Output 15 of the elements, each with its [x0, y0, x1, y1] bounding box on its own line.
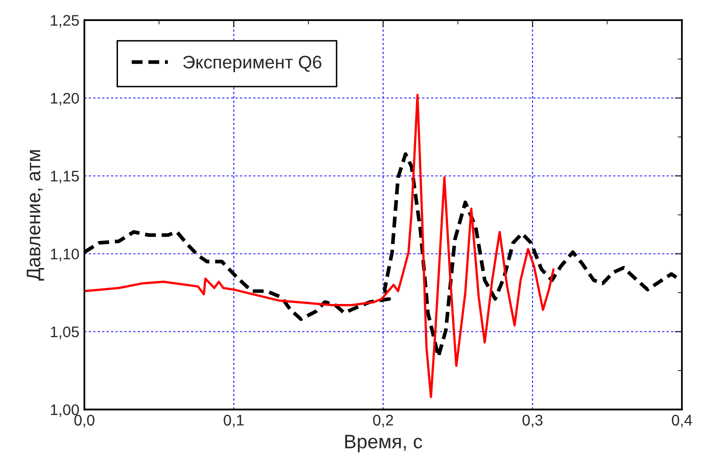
x-tick-label: 0,2	[373, 414, 393, 428]
x-tick-label: 0,3	[522, 414, 542, 428]
y-tick-label: 1,00	[50, 404, 79, 417]
y-tick-label: 1,25	[50, 14, 79, 28]
y-axis-title: Давление, атм	[26, 150, 44, 281]
x-tick-label: 0,4	[672, 414, 692, 428]
y-tick-label: 1,20	[50, 92, 79, 106]
x-axis-title: Время, с	[345, 434, 422, 452]
legend-label: Эксперимент Q6	[183, 56, 322, 72]
line-series	[84, 94, 555, 398]
y-tick-label: 1,15	[50, 170, 79, 184]
x-tick-label: 0,1	[224, 414, 244, 428]
x-tick-label: 0,0	[74, 414, 94, 428]
y-tick-label: 1,05	[50, 326, 79, 340]
y-tick-label: 1,10	[50, 248, 79, 262]
